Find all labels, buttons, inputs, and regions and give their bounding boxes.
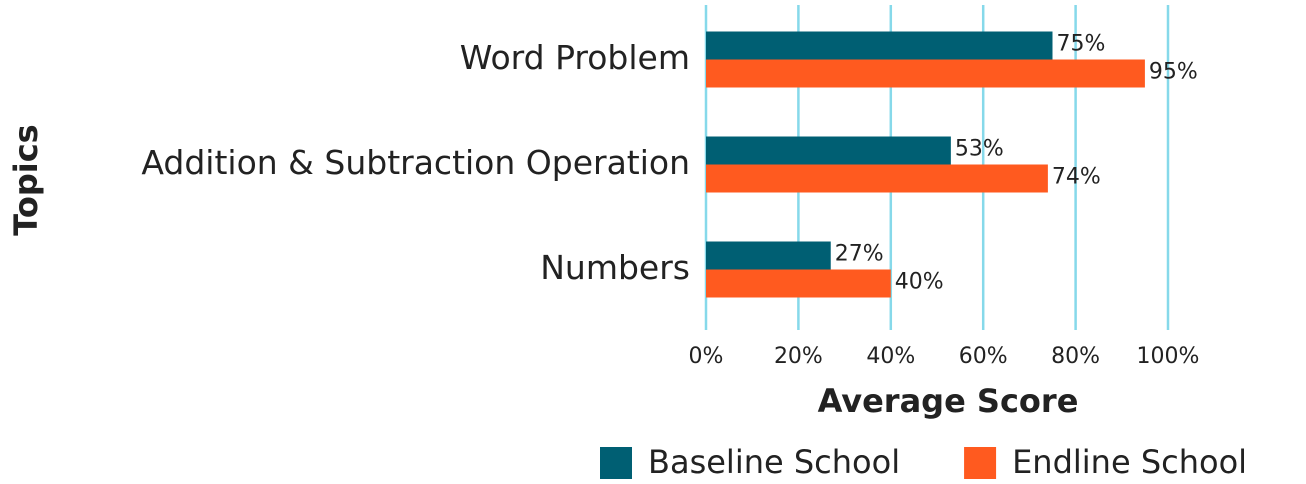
legend-label: Baseline School bbox=[648, 443, 900, 481]
x-tick-label: 0% bbox=[689, 344, 724, 369]
bar bbox=[706, 269, 891, 298]
y-tick-label: Word Problem bbox=[460, 38, 690, 77]
bar bbox=[706, 31, 1053, 60]
x-tick-label: 80% bbox=[1051, 344, 1100, 369]
y-tick-label: Numbers bbox=[540, 248, 690, 287]
x-tick-label: 20% bbox=[774, 344, 823, 369]
y-tick-label: Addition & Subtraction Operation bbox=[141, 143, 690, 182]
bar bbox=[706, 59, 1145, 88]
bar bbox=[706, 136, 951, 165]
value-label: 53% bbox=[955, 137, 1004, 162]
bar bbox=[706, 241, 831, 270]
value-label: 27% bbox=[835, 242, 884, 267]
x-tick-label: 100% bbox=[1137, 344, 1200, 369]
legend-label: Endline School bbox=[1012, 443, 1247, 481]
x-axis-title: Average Score bbox=[818, 382, 1079, 420]
legend-swatch bbox=[600, 447, 632, 479]
x-tick-label: 40% bbox=[866, 344, 915, 369]
bar bbox=[706, 164, 1048, 193]
value-label: 95% bbox=[1149, 60, 1198, 85]
value-label: 74% bbox=[1052, 165, 1101, 190]
x-tick-label: 60% bbox=[959, 344, 1008, 369]
value-label: 75% bbox=[1057, 32, 1106, 57]
legend-swatch bbox=[964, 447, 997, 479]
value-label: 40% bbox=[895, 270, 944, 295]
y-axis-title: Topics bbox=[7, 124, 45, 235]
